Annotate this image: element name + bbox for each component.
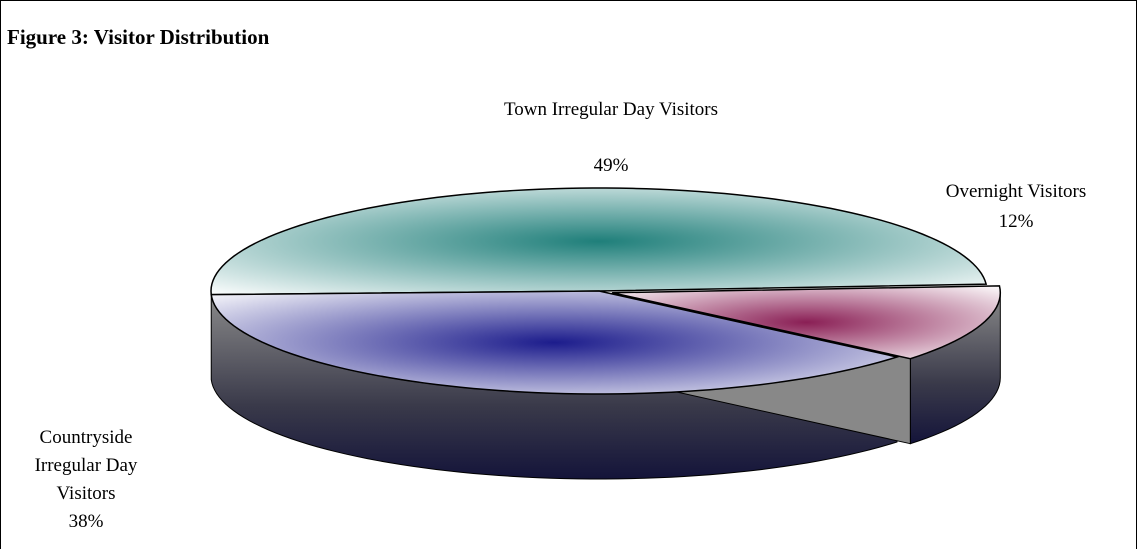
slice-label: Overnight Visitors [945, 181, 1087, 202]
slice-label: Countryside Irregular Day Visitors [34, 427, 138, 504]
slice-label: Town Irregular Day Visitors [503, 99, 719, 120]
slice [210, 187, 988, 296]
slice-value-label: 12% [998, 211, 1034, 232]
chart-title: Figure 3: Visitor Distribution [7, 25, 270, 49]
slice [210, 290, 900, 395]
slice-value-label: 49% [593, 155, 629, 176]
slice [612, 285, 1002, 360]
slice-value-label: 38% [68, 511, 104, 532]
